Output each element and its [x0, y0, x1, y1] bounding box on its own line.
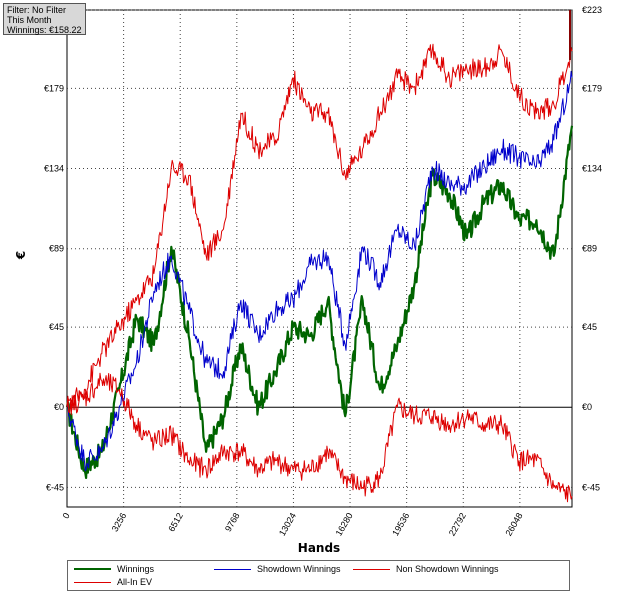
x-ticks: 0 3256 6512 9768 13024 16280 19536 22792 26048 [61, 511, 525, 538]
y-tick-label-right: €45 [582, 322, 597, 332]
legend-item-winnings: Winnings [74, 563, 154, 575]
y-tick-label-left: €134 [44, 164, 64, 174]
series-line-showdown [66, 70, 573, 472]
series-line-winnings [65, 125, 574, 479]
y-tick-label-right: €0 [582, 402, 592, 412]
legend-label-allin-ev: All-In EV [117, 577, 153, 587]
y-tick-label-right: €-45 [582, 482, 600, 492]
y-tick-label-right: €223 [582, 5, 602, 15]
legend-swatch-winnings [74, 568, 111, 570]
y-ticks-right: €-45 €0 €45 €89 €134 €179 €223 [582, 5, 602, 492]
legend-swatch-showdown [214, 568, 251, 570]
series-line-allin-ev [66, 43, 573, 414]
legend-label-nonshowdown: Non Showdown Winnings [396, 564, 499, 574]
x-tick-label: 26048 [503, 511, 524, 538]
legend: Winnings Showdown Winnings Non Showdown … [67, 560, 570, 591]
legend-label-winnings: Winnings [117, 564, 155, 574]
x-tick-label: 3256 [110, 511, 129, 533]
x-tick-label: 22792 [447, 511, 468, 538]
y-tick-label-right: €89 [582, 244, 597, 254]
filter-info-box: Filter: No Filter This Month Winnings: €… [3, 3, 86, 35]
series-group [65, 43, 574, 503]
legend-swatch-allin-ev [74, 581, 111, 583]
winnings-text: Winnings: €158.22 [7, 25, 82, 35]
y-tick-label-left: €0 [54, 402, 64, 412]
legend-item-nonshowdown: Non Showdown Winnings [353, 563, 499, 575]
y-tick-label-left: €89 [49, 244, 64, 254]
x-tick-label: 19536 [390, 511, 411, 538]
y-axis-title: € [14, 251, 28, 260]
series-line-nonshowdown [66, 372, 573, 503]
period-text: This Month [7, 15, 52, 25]
x-tick-label: 6512 [166, 511, 185, 533]
x-tick-label: 13024 [277, 511, 298, 538]
x-axis-title: Hands [298, 541, 340, 555]
legend-swatch-nonshowdown [353, 568, 390, 570]
grid [67, 9, 572, 507]
legend-label-showdown: Showdown Winnings [257, 564, 341, 574]
y-tick-label-left: €-45 [46, 482, 64, 492]
y-tick-label-right: €134 [582, 164, 602, 174]
y-tick-label-right: €179 [582, 83, 602, 93]
filter-text: Filter: No Filter [7, 5, 67, 15]
x-tick-label: 9768 [223, 511, 242, 533]
x-tick-label: 0 [61, 511, 72, 520]
y-ticks-left: €-45€0€45€89€134€179€223 [44, 5, 64, 492]
legend-item-showdown: Showdown Winnings [214, 563, 341, 575]
x-tick-label: 16280 [334, 511, 355, 538]
y-tick-label-left: €45 [49, 322, 64, 332]
y-tick-label-left: €179 [44, 83, 64, 93]
legend-item-allin-ev: All-In EV [74, 576, 152, 588]
